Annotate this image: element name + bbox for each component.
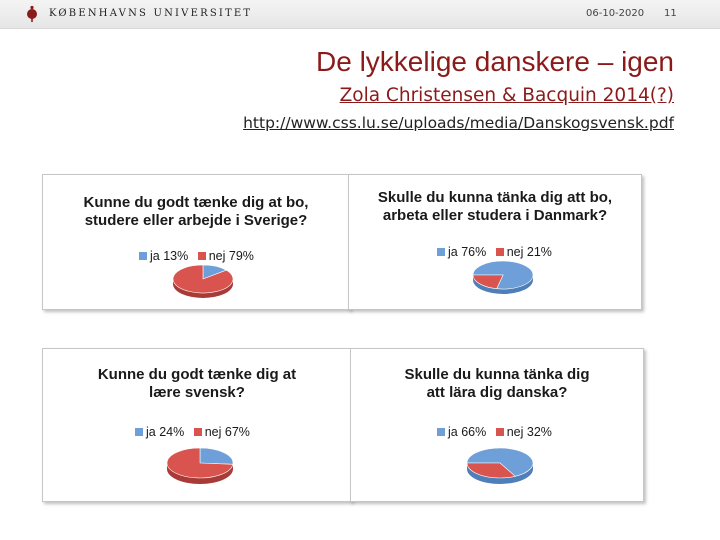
legend-label: nej 32% [506,425,552,439]
slide-date: 06-10-2020 [586,8,645,19]
legend-item-nej: nej 67% [193,425,250,439]
pie-slice-ja [466,447,534,477]
pie-side [473,275,533,294]
legend-swatch-nej [193,428,202,436]
legend-item-nej: nej 32% [495,425,552,439]
legend-label: nej 79% [208,249,254,263]
legend-label: ja 24% [146,425,185,439]
legend-item-nej: nej 21% [495,245,552,259]
pie-chart [466,447,534,484]
chart-legend: ja 66% nej 32% [437,425,558,439]
chart-title: Kunne du godt tænke dig at lære svensk? [97,366,297,401]
pie-slice-nej [472,274,504,290]
legend-swatch-ja [437,248,445,256]
chart-title: Skulle du kunna tänka dig att bo, arbeta… [377,189,613,224]
pie-side [173,279,233,298]
chart-legend: ja 24% nej 67% [135,425,256,439]
pie-side [467,463,533,484]
legend-swatch-ja [139,252,147,260]
slide-subtitle[interactable]: Zola Christensen & Bacquin 2014(?) [339,85,674,106]
pie-chart [472,260,534,294]
legend-label: nej 67% [204,425,250,439]
chart-legend: ja 13% nej 79% [139,249,260,263]
legend-label: ja 13% [150,249,189,263]
source-link[interactable]: http://www.css.lu.se/uploads/media/Dansk… [243,114,674,132]
chart-title: Kunne du godt tænke dig at bo, studere e… [83,194,309,229]
chart-panel-3: Kunne du godt tænke dig at lære svensk? … [42,348,352,502]
pie-side [167,463,233,484]
legend-label: ja 76% [448,245,487,259]
legend-item-ja: ja 76% [437,245,486,259]
legend-item-ja: ja 24% [135,425,184,439]
legend-swatch-nej [197,252,206,260]
pie-slice-ja [199,447,234,465]
legend-swatch-nej [495,428,504,436]
legend-item-nej: nej 79% [197,249,254,263]
pie-chart [166,447,234,484]
university-name: KØBENHAVNS UNIVERSITET [49,8,253,19]
legend-item-ja: ja 66% [437,425,486,439]
legend-swatch-nej [495,248,504,256]
legend-swatch-ja [437,428,445,436]
chart-title: Skulle du kunna tänka dig att lära dig d… [404,366,590,401]
header-bar: KØBENHAVNS UNIVERSITET 06-10-2020 11 [0,0,720,29]
page-number: 11 [664,8,677,19]
chart-panel-4: Skulle du kunna tänka dig att lära dig d… [350,348,644,502]
legend-label: nej 21% [506,245,552,259]
pie-chart [172,264,234,298]
pie-slice-nej [172,264,234,294]
legend-swatch-ja [135,428,143,436]
pie-slice-nej [466,462,516,479]
chart-panel-1: Kunne du godt tænke dig at bo, studere e… [42,174,350,310]
slide-title: De lykkelige danskere – igen [316,46,674,77]
legend-label: ja 66% [448,425,487,439]
crown-logo-icon [27,5,37,22]
legend-item-ja: ja 13% [139,249,188,263]
pie-slice-nej [166,447,234,479]
chart-panel-2: Skulle du kunna tänka dig att bo, arbeta… [348,174,642,310]
chart-legend: ja 76% nej 21% [437,245,558,259]
